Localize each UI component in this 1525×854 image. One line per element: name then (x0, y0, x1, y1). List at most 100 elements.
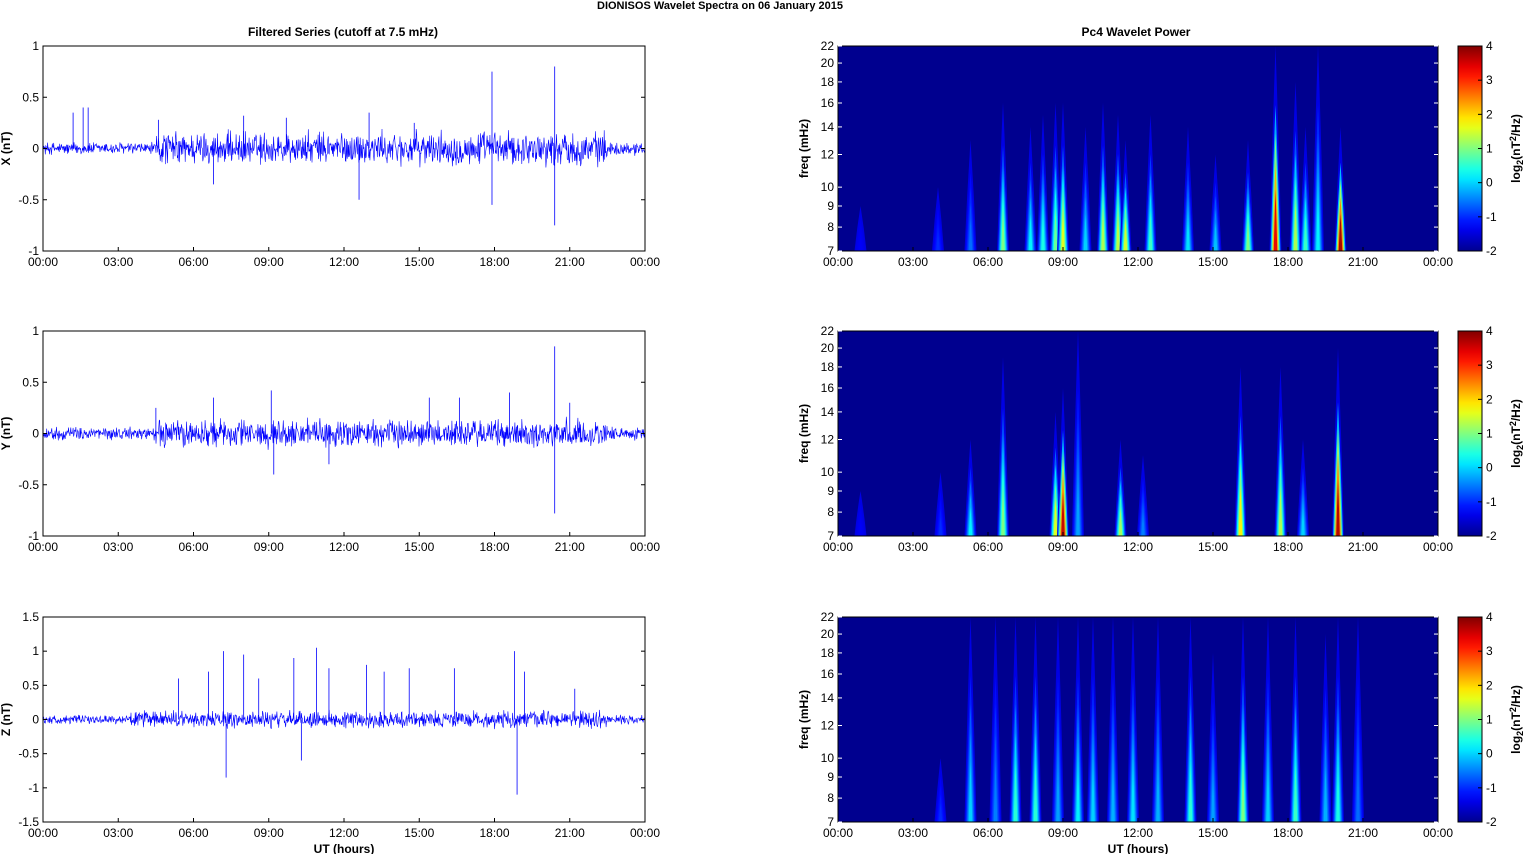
heatmap-x-tick-label: 21:00 (1348, 255, 1378, 269)
line-x-tick-label: 06:00 (178, 826, 208, 840)
power-burst (1278, 485, 1283, 536)
colorbar-tick-label: -2 (1486, 815, 1497, 829)
power-burst (1076, 474, 1080, 536)
colorbar-label: log2(nT2/Hz) (1508, 685, 1525, 754)
y-tick-label: 9 (827, 484, 834, 498)
heatmap-x-tick-label: 03:00 (898, 826, 928, 840)
y-tick-label: 9 (827, 770, 834, 784)
left-column-title: Filtered Series (cutoff at 7.5 mHz) (248, 25, 438, 39)
line-x-axis-label: UT (hours) (314, 842, 375, 854)
colorbar-tick-label: 0 (1486, 461, 1493, 475)
heatmap-x-tick-label: 09:00 (1048, 826, 1078, 840)
power-burst (1303, 213, 1308, 251)
y-tick-label: 8 (827, 220, 834, 234)
power-burst (1111, 760, 1115, 822)
colorbar-tick-label: 2 (1486, 392, 1493, 406)
line-chart-2: -1.5 -1 -0.5 0 0.5 1 1.5 Z (nT) (0, 610, 646, 829)
power-burst (1013, 760, 1018, 822)
heatmap-x-tick-label: 06:00 (973, 826, 1003, 840)
power-burst (1273, 189, 1278, 251)
power-burst (1293, 200, 1298, 251)
line-x-tick-label: 18:00 (479, 826, 509, 840)
power-burst (1301, 507, 1305, 536)
power-burst (1053, 206, 1058, 251)
line-x-tick-label: 18:00 (479, 255, 509, 269)
y-tick-label: -0.5 (18, 747, 39, 761)
y-tick-label: 20 (821, 627, 835, 641)
heatmap-x-tick-label: 09:00 (1048, 255, 1078, 269)
heatmap-x-tick-label: 12:00 (1123, 826, 1153, 840)
burst-layer (854, 46, 1347, 251)
line-chart-1: -1 -0.5 0 0.5 1 Y (nT) (0, 324, 646, 543)
line-x-tick-label: 00:00 (630, 826, 660, 840)
colorbar-tick-label: 3 (1486, 644, 1493, 658)
power-burst (1141, 511, 1145, 536)
power-burst (968, 507, 973, 536)
heatmap-x-tick-label: 00:00 (823, 255, 853, 269)
colorbar-tick-label: 4 (1486, 39, 1493, 53)
colorbar-tick-label: -1 (1486, 495, 1497, 509)
y-axis-label: freq (mHz) (797, 690, 811, 749)
power-burst (1213, 222, 1218, 251)
y-tick-label: 14 (821, 405, 835, 419)
heatmap-x-tick-label: 00:00 (1423, 540, 1453, 554)
heatmap-x-tick-label: 03:00 (898, 540, 928, 554)
y-tick-label: 0.5 (22, 375, 39, 389)
heatmap-x-tick-label: 21:00 (1348, 540, 1378, 554)
power-burst (1001, 206, 1005, 251)
colorbar-tick-label: 3 (1486, 73, 1493, 87)
heatmap-x-tick-label: 15:00 (1198, 826, 1228, 840)
colorbar-tick-label: -1 (1486, 781, 1497, 795)
y-tick-label: 18 (821, 646, 835, 660)
line-x-tick-label: 09:00 (254, 540, 284, 554)
line-x-tick-label: 00:00 (28, 540, 58, 554)
heatmap-background (838, 331, 1438, 536)
colorbar-tick-label: 0 (1486, 747, 1493, 761)
y-tick-label: 12 (821, 719, 835, 733)
burst-layer (854, 331, 1344, 536)
y-tick-label: 0.5 (22, 678, 39, 692)
heatmap-x-tick-label: 03:00 (898, 255, 928, 269)
line-x-tick-label: 18:00 (479, 540, 509, 554)
power-burst (1266, 760, 1270, 822)
heatmap-x-tick-label: 12:00 (1123, 540, 1153, 554)
power-burst (1101, 206, 1105, 251)
power-burst (1001, 482, 1005, 536)
colorbar-tick-label: 4 (1486, 324, 1493, 338)
line-x-tick-label: 03:00 (103, 826, 133, 840)
heatmap-x-tick-label: 00:00 (1423, 826, 1453, 840)
colorbar-tick-label: 1 (1486, 142, 1493, 156)
power-burst (993, 760, 998, 822)
y-tick-label: 0 (32, 142, 39, 156)
power-burst (1211, 771, 1215, 822)
y-tick-label: 14 (821, 691, 835, 705)
power-burst (1336, 760, 1340, 822)
line-x-tick-label: 03:00 (103, 540, 133, 554)
power-burst (1131, 760, 1135, 822)
heatmap-x-tick-label: 06:00 (973, 255, 1003, 269)
y-tick-label: -1 (28, 529, 39, 543)
line-x-tick-label: 00:00 (630, 540, 660, 554)
y-tick-label: 12 (821, 433, 835, 447)
line-x-tick-label: 21:00 (555, 540, 585, 554)
line-x-tick-label: 21:00 (555, 826, 585, 840)
line-x-tick-label: 00:00 (630, 255, 660, 269)
heatmap-x-tick-label: 12:00 (1123, 255, 1153, 269)
power-burst (936, 231, 940, 251)
y-tick-label: 0 (32, 427, 39, 441)
power-burst (1188, 760, 1193, 822)
heatmap-background (838, 46, 1438, 251)
power-burst (1061, 206, 1065, 251)
colorbar-tick-label: -2 (1486, 244, 1497, 258)
power-burst (858, 237, 863, 251)
heatmap-x-tick-label: 21:00 (1348, 826, 1378, 840)
power-burst (968, 760, 973, 822)
power-burst (1316, 189, 1320, 251)
power-burst (1076, 760, 1080, 822)
y-tick-label: 16 (821, 381, 835, 395)
y-tick-label: 10 (821, 751, 835, 765)
line-x-tick-label: 00:00 (28, 826, 58, 840)
figure-title: DIONISOS Wavelet Spectra on 06 January 2… (597, 0, 843, 12)
